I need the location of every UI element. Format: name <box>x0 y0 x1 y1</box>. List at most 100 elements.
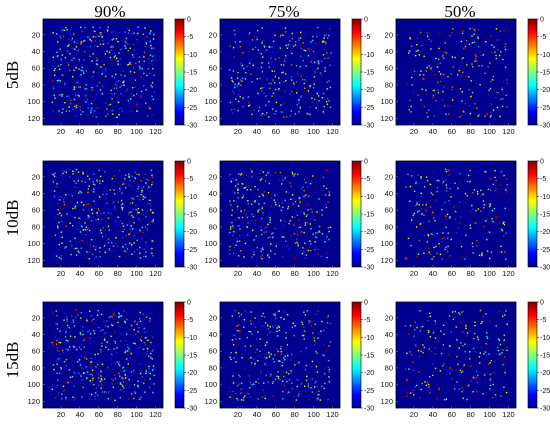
heatmap-point <box>137 321 139 323</box>
heatmap-point <box>475 370 478 372</box>
heatmap-point <box>64 332 66 335</box>
heatmap-point <box>77 250 80 252</box>
heatmap-point <box>80 201 83 203</box>
heatmap-point <box>309 85 311 87</box>
heatmap-point <box>116 174 119 176</box>
heatmap-point <box>316 211 318 213</box>
heatmap-point <box>88 393 91 395</box>
heatmap-point <box>303 49 305 51</box>
heatmap-point <box>285 332 287 334</box>
heatmap-point <box>304 224 306 226</box>
heatmap-point <box>51 341 53 344</box>
heatmap-point <box>304 314 306 316</box>
heatmap-point <box>151 174 153 176</box>
heatmap-point <box>103 212 105 214</box>
heatmap-point <box>285 44 287 47</box>
heatmap-point <box>285 30 287 33</box>
heatmap-point <box>67 193 69 195</box>
heatmap-point <box>440 330 442 332</box>
heatmap-point <box>62 74 64 76</box>
heatmap-point <box>78 217 80 219</box>
heatmap-point <box>140 95 142 97</box>
heatmap-point <box>426 32 429 34</box>
heatmap-point <box>101 379 103 381</box>
heatmap-point <box>268 256 270 259</box>
heatmap-point <box>240 382 243 384</box>
heatmap-point <box>128 175 130 177</box>
heatmap-point <box>280 348 282 350</box>
heatmap-point <box>145 372 147 374</box>
heatmap-point <box>261 396 264 398</box>
heatmap-point <box>68 388 70 390</box>
heatmap-point <box>321 96 323 99</box>
colorbar-tick-label: -25 <box>540 388 550 395</box>
heatmap-point <box>415 345 417 347</box>
heatmap-point <box>235 231 237 233</box>
heatmap-point <box>101 383 103 385</box>
heatmap-point <box>480 194 483 196</box>
heatmap-point <box>293 334 295 337</box>
heatmap-point <box>274 354 276 356</box>
heatmap-point <box>91 86 93 89</box>
heatmap-point <box>253 239 255 241</box>
heatmap-point <box>420 326 422 328</box>
heatmap-point <box>469 27 471 30</box>
heatmap-point <box>427 235 430 237</box>
heatmap-point <box>493 46 495 48</box>
heatmap-point <box>412 389 415 392</box>
heatmap-point <box>303 310 305 312</box>
heatmap-point <box>461 58 463 60</box>
heatmap-point <box>490 35 492 38</box>
heatmap-point <box>242 194 245 196</box>
heatmap-point <box>500 395 502 397</box>
heatmap-point <box>410 353 412 356</box>
heatmap-point <box>130 323 133 326</box>
heatmap-point <box>289 220 291 222</box>
heatmap-point <box>56 255 58 257</box>
heatmap-point <box>437 81 439 84</box>
heatmap-point <box>262 171 265 173</box>
colorbar-tick-label: -25 <box>364 105 374 112</box>
heatmap-point <box>59 212 61 214</box>
heatmap-point <box>69 33 72 36</box>
heatmap-point <box>452 66 454 68</box>
heatmap-point <box>102 43 105 45</box>
heatmap-point <box>449 255 451 257</box>
heatmap-point <box>233 56 236 58</box>
heatmap-point <box>474 103 476 105</box>
heatmap-point <box>432 371 434 374</box>
heatmap-point <box>73 88 75 90</box>
heatmap-point <box>323 112 326 115</box>
heatmap-point <box>138 65 140 67</box>
heatmap-point <box>472 376 475 379</box>
heatmap-point <box>412 90 415 92</box>
heatmap-point <box>113 52 115 54</box>
heatmap-point <box>407 237 410 240</box>
heatmap-point <box>282 34 284 36</box>
heatmap-point <box>240 399 243 401</box>
heatmap-point <box>143 255 145 258</box>
heatmap-point <box>150 47 153 49</box>
heatmap-point <box>92 377 94 380</box>
heatmap-point <box>134 391 136 393</box>
heatmap-point <box>136 173 138 175</box>
heatmap-point <box>66 95 68 98</box>
heatmap-point <box>234 41 237 43</box>
heatmap-point <box>501 229 504 232</box>
heatmap-point <box>270 243 272 245</box>
heatmap-point <box>134 321 136 324</box>
heatmap-point <box>327 97 329 100</box>
heatmap-point <box>275 98 277 100</box>
heatmap-point <box>68 346 71 348</box>
x-tick-label: 100 <box>307 269 320 278</box>
heatmap-point <box>142 186 145 188</box>
heatmap-point <box>99 182 101 185</box>
heatmap-point <box>273 313 275 316</box>
heatmap-point <box>470 95 472 98</box>
heatmap-point <box>326 81 328 83</box>
heatmap-point <box>148 106 150 108</box>
heatmap-point <box>282 224 284 226</box>
heatmap-point <box>129 356 131 359</box>
heatmap-point <box>292 203 294 205</box>
heatmap-point <box>84 27 86 29</box>
